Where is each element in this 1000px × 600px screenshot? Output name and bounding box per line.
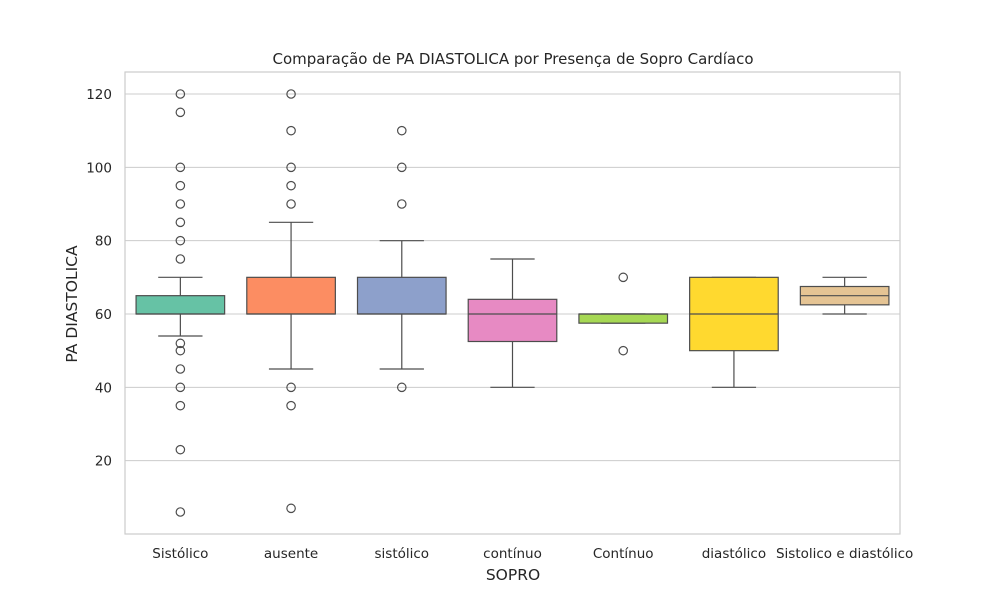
outlier-point <box>286 125 296 136</box>
outlier-point <box>175 364 186 374</box>
box-series <box>135 89 890 517</box>
outlier-point <box>175 162 186 173</box>
outlier-point <box>618 272 629 283</box>
outlier-point <box>286 400 296 411</box>
box-iqr <box>467 298 558 343</box>
x-tick-label: sistólico <box>375 546 430 562</box>
box-iqr <box>246 276 336 315</box>
outlier-point <box>175 217 186 228</box>
outlier-point <box>175 199 186 209</box>
outlier-point <box>175 254 186 264</box>
plot-area-frame <box>124 71 901 535</box>
outlier-point <box>175 235 186 246</box>
box-group <box>689 276 779 388</box>
outlier-point <box>175 107 186 118</box>
y-tick-label: 20 <box>95 454 112 470</box>
chart-title: Comparação de PA DIASTOLICA por Presença… <box>273 50 754 68</box>
x-tick-label: Sistólico <box>152 546 208 562</box>
y-axis-label: PA DIASTOLICA <box>63 245 81 363</box>
outlier-point <box>396 382 407 393</box>
x-axis-ticks: Sistólico ausente sistólico contínuo Contínu… <box>152 546 913 562</box>
x-tick-label: contínuo <box>483 546 542 562</box>
x-tick-label: Sistolico e diastólico <box>776 546 913 562</box>
x-axis-label: SOPRO <box>486 566 540 584</box>
box-iqr <box>578 313 669 324</box>
y-tick-label: 40 <box>95 380 112 396</box>
outlier-point <box>175 400 186 411</box>
box-group <box>578 272 669 356</box>
outlier-point <box>286 89 296 99</box>
box-iqr <box>135 295 226 315</box>
outlier-point <box>286 180 296 191</box>
box-group <box>799 276 890 315</box>
y-tick-label: 60 <box>95 307 112 323</box>
outlier-point <box>396 199 407 209</box>
outlier-point <box>175 382 186 393</box>
outlier-point <box>175 345 186 356</box>
box-iqr <box>356 276 447 315</box>
y-axis-ticks: 20 40 60 80 100 120 <box>86 87 112 470</box>
outlier-point <box>618 345 629 356</box>
y-tick-label: 80 <box>95 234 112 250</box>
box-group <box>246 89 336 514</box>
x-tick-label: ausente <box>264 546 318 562</box>
outlier-point <box>175 338 186 349</box>
outlier-point <box>286 162 296 173</box>
box-group <box>467 258 558 388</box>
x-tick-label: Contínuo <box>593 546 654 562</box>
outlier-point <box>286 503 296 514</box>
outlier-point <box>175 444 186 455</box>
box-group <box>356 125 447 393</box>
outlier-point <box>175 180 186 191</box>
y-tick-label: 100 <box>86 160 112 176</box>
outlier-point <box>286 382 296 393</box>
outlier-point <box>175 507 186 517</box>
outlier-point <box>396 162 407 173</box>
outlier-point <box>286 199 296 209</box>
outlier-point <box>175 89 186 99</box>
y-tick-label: 120 <box>86 87 112 103</box>
box-group <box>135 89 226 517</box>
outlier-point <box>396 125 407 136</box>
x-tick-label: diastólico <box>702 546 766 562</box>
